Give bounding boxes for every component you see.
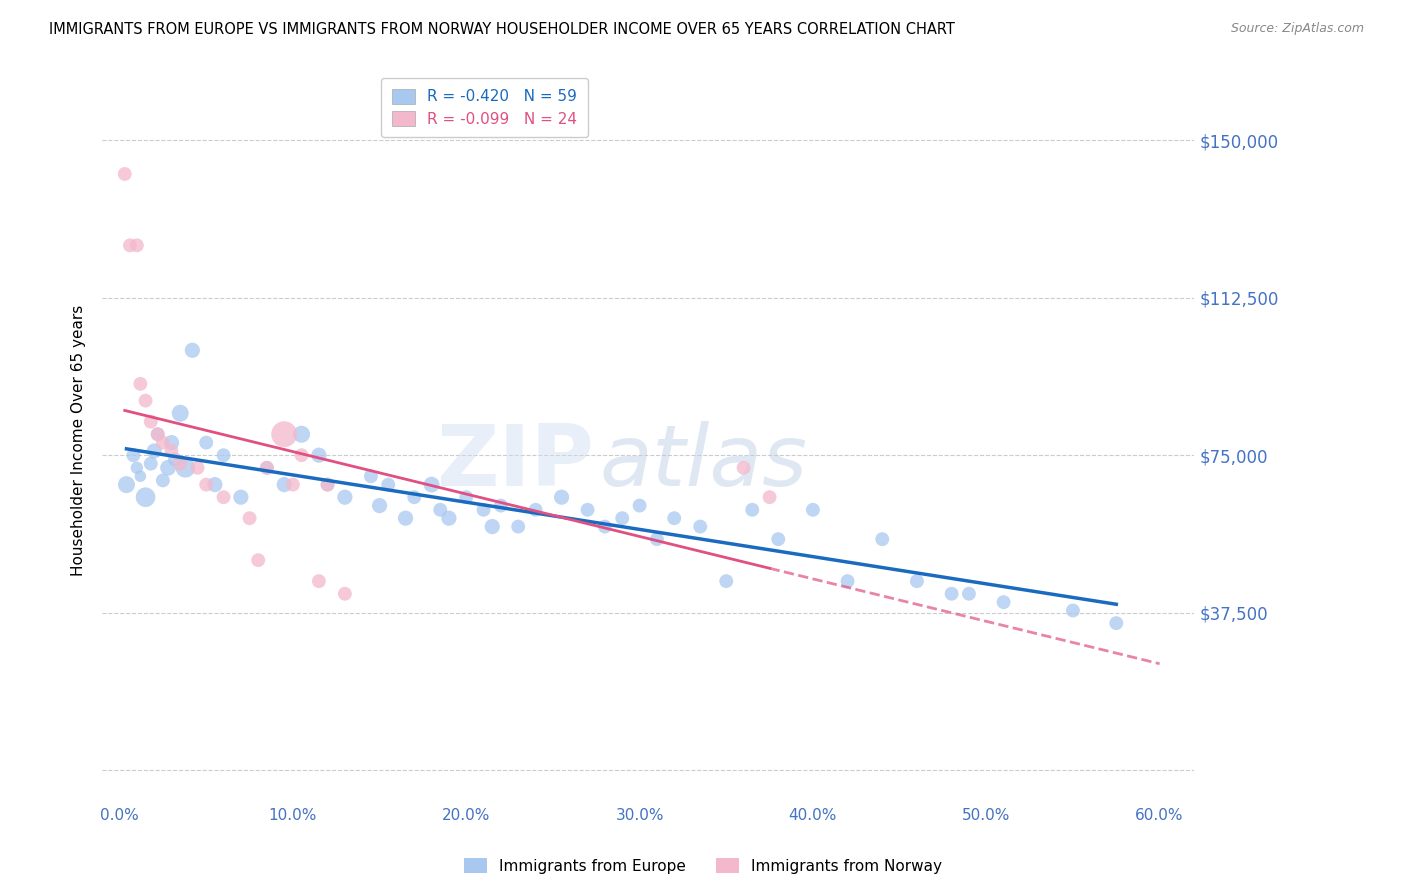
Point (273, 427, 295, 442)
Point (169, 406, 191, 420)
Point (333, 587, 356, 601)
Point (360, 469, 382, 483)
Point (256, 460, 278, 475)
Point (941, 587, 963, 601)
Point (129, 376, 152, 391)
Point (238, 511, 260, 525)
Point (716, 574, 738, 589)
Point (157, 460, 180, 475)
Text: IMMIGRANTS FROM EUROPE VS IMMIGRANTS FROM NORWAY HOUSEHOLDER INCOME OVER 65 YEAR: IMMIGRANTS FROM EUROPE VS IMMIGRANTS FRO… (49, 22, 955, 37)
Point (187, 460, 209, 475)
Point (152, 435, 174, 450)
Point (377, 477, 399, 491)
Point (115, 477, 138, 491)
Point (135, 490, 157, 504)
Point (229, 490, 252, 504)
Point (905, 574, 928, 589)
Point (160, 435, 183, 450)
Point (152, 474, 174, 488)
Point (837, 574, 859, 589)
Point (125, 238, 148, 252)
Point (664, 511, 686, 525)
Point (281, 477, 304, 491)
Point (576, 503, 599, 517)
Point (160, 444, 183, 458)
Point (204, 477, 226, 491)
Point (957, 587, 980, 601)
Point (118, 238, 141, 252)
Point (456, 490, 478, 504)
Point (212, 448, 235, 462)
Point (628, 499, 651, 513)
Point (308, 574, 330, 589)
Point (733, 460, 755, 475)
Point (139, 457, 162, 471)
Point (333, 490, 356, 504)
Point (437, 511, 460, 525)
Point (612, 511, 634, 525)
Point (489, 499, 512, 513)
Point (316, 477, 339, 491)
Point (420, 477, 443, 491)
Point (316, 477, 339, 491)
Point (593, 519, 616, 533)
Point (290, 427, 312, 442)
Text: ZIP: ZIP (436, 421, 593, 504)
Point (801, 503, 824, 517)
Point (368, 499, 391, 513)
Point (212, 490, 235, 504)
Point (472, 503, 495, 517)
Point (256, 460, 278, 475)
Point (524, 503, 547, 517)
Point (143, 444, 166, 458)
Legend: Immigrants from Europe, Immigrants from Norway: Immigrants from Europe, Immigrants from … (457, 852, 949, 880)
Point (758, 490, 780, 504)
Point (993, 595, 1015, 609)
Point (146, 427, 169, 442)
Point (290, 448, 312, 462)
Text: Source: ZipAtlas.com: Source: ZipAtlas.com (1230, 22, 1364, 36)
Point (125, 460, 148, 475)
Point (122, 448, 145, 462)
Point (481, 519, 503, 533)
Legend: R = -0.420   N = 59, R = -0.099   N = 24: R = -0.420 N = 59, R = -0.099 N = 24 (381, 78, 588, 137)
Point (174, 460, 197, 475)
Point (247, 553, 270, 567)
Point (870, 532, 893, 546)
Y-axis label: Householder Income Over 65 years: Householder Income Over 65 years (72, 305, 86, 576)
Point (139, 415, 162, 429)
Point (768, 532, 790, 546)
Point (129, 469, 152, 483)
Point (169, 457, 191, 471)
Point (404, 490, 426, 504)
Point (195, 477, 218, 491)
Point (741, 503, 763, 517)
Point (645, 532, 668, 546)
Point (1062, 603, 1084, 617)
Point (689, 519, 711, 533)
Point (114, 167, 136, 181)
Point (550, 490, 572, 504)
Point (308, 448, 330, 462)
Point (429, 503, 451, 517)
Point (163, 452, 186, 467)
Text: atlas: atlas (599, 421, 807, 504)
Point (181, 343, 204, 358)
Point (195, 435, 218, 450)
Point (273, 477, 295, 491)
Point (135, 393, 157, 408)
Point (1105, 616, 1128, 631)
Point (146, 427, 169, 442)
Point (508, 519, 530, 533)
Point (394, 511, 416, 525)
